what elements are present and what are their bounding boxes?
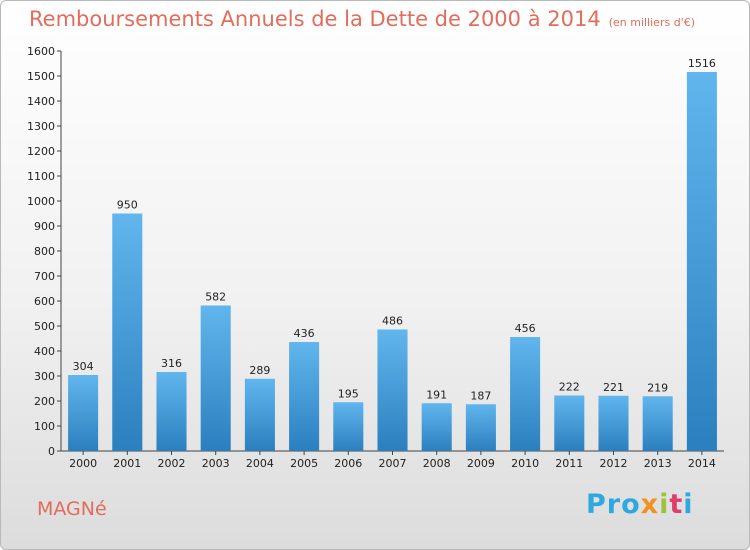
place-name: MAGNé [37,498,107,520]
y-tick-label: 1100 [27,170,55,183]
bar-2014 [686,72,717,451]
y-tick-label: 1000 [27,195,55,208]
y-tick-label: 700 [34,270,55,283]
bar-2003 [200,305,231,451]
y-tick-label: 400 [34,345,55,358]
value-label-2003: 582 [205,291,226,304]
logo-part-1: x [640,489,660,520]
chart-title-text: Remboursements Annuels de la Dette de 20… [29,7,601,31]
value-label-2014: 1516 [688,57,716,70]
x-tick-label-2002: 2002 [158,457,186,470]
logo-part-3: t [669,489,684,520]
x-tick-label-2010: 2010 [511,457,539,470]
proxiti-logo: Proxiti [586,489,694,520]
x-tick-label-2003: 2003 [202,457,230,470]
y-tick-label: 800 [34,245,55,258]
value-label-2006: 195 [338,387,359,400]
bar-2006 [333,402,364,451]
y-tick-label: 600 [34,295,55,308]
value-label-2011: 222 [559,381,580,394]
chart-axes: 0 100 200 300 400 500 600 700 800 900 1000 1100 1200… [27,45,724,458]
chart-labels: 2000 304 2001 950 2002 316 2003 582 2004 289 2005 4… [69,57,716,470]
value-label-2001: 950 [117,199,138,212]
value-label-2007: 486 [382,315,403,328]
x-tick-label-2014: 2014 [688,457,716,470]
y-tick-label: 500 [34,320,55,333]
value-label-2009: 187 [470,389,491,402]
x-tick-label-2013: 2013 [644,457,672,470]
logo-part-4: i [683,489,694,520]
bar-2012 [598,395,629,451]
bar-2009 [465,404,496,451]
x-tick-label-2006: 2006 [334,457,362,470]
x-tick-label-2012: 2012 [600,457,628,470]
bar-2010 [510,337,541,451]
value-label-2000: 304 [73,360,94,373]
value-label-2004: 289 [249,364,270,377]
y-tick-label: 1500 [27,70,55,83]
logo-part-0: Pro [586,489,641,520]
y-tick-label: 1400 [27,95,55,108]
bar-2008 [421,403,452,451]
y-tick-label: 100 [34,420,55,433]
chart-unit: (en milliers d'€) [608,16,695,29]
value-label-2013: 219 [647,381,668,394]
bar-2011 [554,395,585,451]
y-tick-label: 0 [48,445,55,458]
bar-2002 [156,372,187,451]
x-tick-label-2011: 2011 [555,457,583,470]
bar-2013 [642,396,673,451]
bar-2005 [289,342,320,451]
bar-2004 [244,378,275,451]
y-tick-label: 1300 [27,120,55,133]
y-tick-label: 1600 [27,45,55,58]
x-tick-label-2005: 2005 [290,457,318,470]
value-label-2012: 221 [603,381,624,394]
bar-2007 [377,329,408,451]
value-label-2010: 456 [515,322,536,335]
chart-title: Remboursements Annuels de la Dette de 20… [29,7,695,31]
x-tick-label-2000: 2000 [69,457,97,470]
bar-2001 [112,213,143,451]
y-tick-label: 300 [34,370,55,383]
x-tick-label-2004: 2004 [246,457,274,470]
y-tick-label: 1200 [27,145,55,158]
x-tick-label-2001: 2001 [113,457,141,470]
x-tick-label-2008: 2008 [423,457,451,470]
logo-part-2: i [659,489,670,520]
value-label-2002: 316 [161,357,182,370]
bar-2000 [68,375,99,451]
value-label-2005: 436 [294,327,315,340]
value-label-2008: 191 [426,388,447,401]
x-tick-label-2009: 2009 [467,457,495,470]
x-tick-label-2007: 2007 [379,457,407,470]
y-tick-label: 200 [34,395,55,408]
y-tick-label: 900 [34,220,55,233]
chart-bars [68,72,717,451]
